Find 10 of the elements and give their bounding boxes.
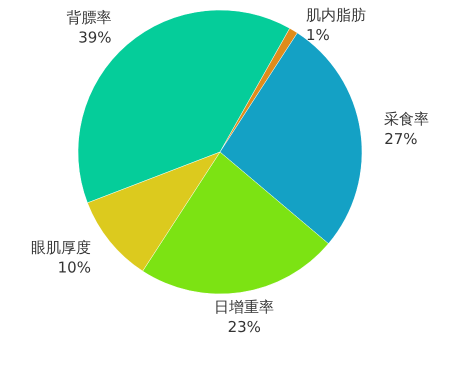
data-label: 27%: [384, 130, 418, 148]
slice-label: 背膘率: [66, 8, 112, 26]
data-label: 10%: [58, 258, 91, 276]
slice-label: 日增重率: [214, 298, 274, 316]
slice-label: 采食率: [384, 110, 430, 128]
slice-label: 眼肌厚度: [30, 238, 91, 256]
data-label: 39%: [78, 28, 112, 46]
data-label: 1%: [306, 26, 330, 44]
slice-label: 肌内脂肪: [306, 6, 366, 24]
data-label: 23%: [228, 318, 261, 336]
